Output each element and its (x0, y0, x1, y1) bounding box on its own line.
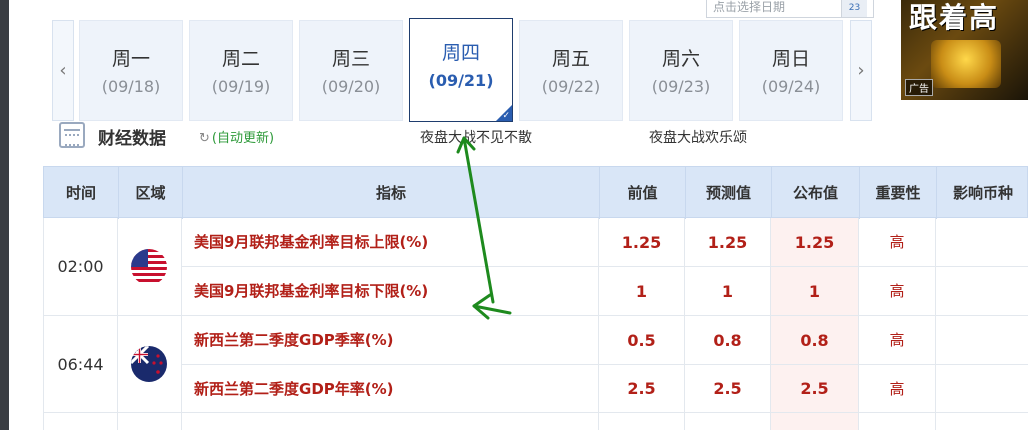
prev-week-button[interactable]: ‹ (52, 20, 74, 121)
day-name: 周日 (771, 48, 810, 70)
ticker-link[interactable]: 夜盘大战不见不散 (420, 130, 532, 146)
table-row (685, 413, 771, 430)
day-date: (09/19) (211, 77, 271, 96)
check-icon: ✓ (502, 111, 510, 121)
us-flag-icon (131, 249, 167, 285)
day-tab-thu[interactable]: 周四 (09/21) ✓ (409, 18, 513, 122)
table-header: 时间 区域 指标 前值 预测值 公布值 重要性 影响币种 (43, 166, 1028, 219)
table-row (43, 413, 118, 430)
table-row (599, 413, 685, 430)
region-cell (118, 218, 182, 316)
day-tab-sun[interactable]: 周日 (09/24) (739, 20, 843, 121)
prev-value: 0.5 (599, 316, 685, 365)
prev-value: 1.25 (599, 218, 685, 267)
selected-corner-icon (496, 105, 512, 121)
actual-value: 2.5 (771, 365, 859, 413)
day-name: 周五 (551, 48, 590, 70)
region-cell (118, 316, 182, 413)
currency-value (936, 267, 1028, 316)
forecast-value: 1.25 (685, 218, 771, 267)
refresh-icon: ↻ (199, 131, 210, 146)
header-importance: 重要性 (860, 167, 937, 219)
forecast-value: 0.8 (685, 316, 771, 365)
section-title: 财经数据 (98, 129, 166, 149)
date-picker[interactable]: 点击选择日期 23 (706, 0, 874, 18)
calendar-icon (59, 122, 85, 148)
day-date: (09/20) (321, 77, 381, 96)
header-region: 区域 (119, 167, 183, 219)
treasure-chest-icon (931, 40, 1001, 88)
ad-label: 广告 (905, 79, 933, 96)
currency-value (936, 316, 1028, 365)
ad-title: 跟着高 (909, 1, 1000, 34)
header-prev: 前值 (600, 167, 686, 219)
date-picker-placeholder: 点击选择日期 (713, 0, 786, 14)
day-name: 周二 (221, 48, 260, 70)
importance-value: 高 (859, 365, 936, 413)
day-tab-fri[interactable]: 周五 (09/22) (519, 20, 623, 121)
auto-update-label: (自动更新) (211, 131, 275, 146)
currency-value (936, 365, 1028, 413)
day-date: (09/22) (541, 77, 601, 96)
prev-value: 1 (599, 267, 685, 316)
header-forecast: 预测值 (686, 167, 772, 219)
day-tab-tue[interactable]: 周二 (09/19) (189, 20, 293, 121)
day-date: (09/23) (651, 77, 711, 96)
day-tab-sat[interactable]: 周六 (09/23) (629, 20, 733, 121)
indicator-cell[interactable]: 美国9月联邦基金利率目标下限(%) (182, 267, 599, 316)
header-actual: 公布值 (772, 167, 860, 219)
chevron-left-icon: ‹ (59, 60, 67, 81)
chevron-right-icon: › (857, 60, 865, 81)
table-row (118, 413, 182, 430)
header-time: 时间 (44, 167, 119, 219)
currency-value (936, 218, 1028, 267)
header-indicator: 指标 (183, 167, 600, 219)
importance-value: 高 (859, 267, 936, 316)
indicator-cell[interactable]: 新西兰第二季度GDP年率(%) (182, 365, 599, 413)
actual-value: 0.8 (771, 316, 859, 365)
auto-update-toggle[interactable]: ↻ (自动更新) (199, 127, 274, 146)
actual-value: 1.25 (771, 218, 859, 267)
window-edge (0, 0, 9, 430)
actual-value: 1 (771, 267, 859, 316)
day-name: 周四 (441, 42, 480, 64)
day-date: (09/18) (101, 77, 161, 96)
ad-banner[interactable]: 跟着高 广告 (901, 0, 1028, 100)
table-row (771, 413, 859, 430)
day-date: (09/24) (761, 77, 821, 96)
importance-value: 高 (859, 316, 936, 365)
ticker-link[interactable]: 夜盘大战欢乐颂 (649, 130, 747, 146)
day-tab-wed[interactable]: 周三 (09/20) (299, 20, 403, 121)
header-currency: 影响币种 (952, 184, 1013, 202)
indicator-cell[interactable]: 新西兰第二季度GDP季率(%) (182, 316, 599, 365)
next-week-button[interactable]: › (850, 20, 872, 121)
time-cell: 06:44 (43, 316, 118, 413)
forecast-value: 1 (685, 267, 771, 316)
forecast-value: 2.5 (685, 365, 771, 413)
day-name: 周六 (661, 48, 700, 70)
table-row (859, 413, 936, 430)
day-date: (09/21) (428, 71, 494, 90)
calendar-icon[interactable]: 23 (841, 0, 867, 17)
time-cell: 02:00 (43, 218, 118, 316)
prev-value: 2.5 (599, 365, 685, 413)
indicator-cell[interactable]: 美国9月联邦基金利率目标上限(%) (182, 218, 599, 267)
day-tab-mon[interactable]: 周一 (09/18) (79, 20, 183, 121)
importance-value: 高 (859, 218, 936, 267)
table-row (182, 413, 599, 430)
nz-flag-icon (131, 346, 167, 382)
day-name: 周一 (111, 48, 150, 70)
day-name: 周三 (331, 48, 370, 70)
